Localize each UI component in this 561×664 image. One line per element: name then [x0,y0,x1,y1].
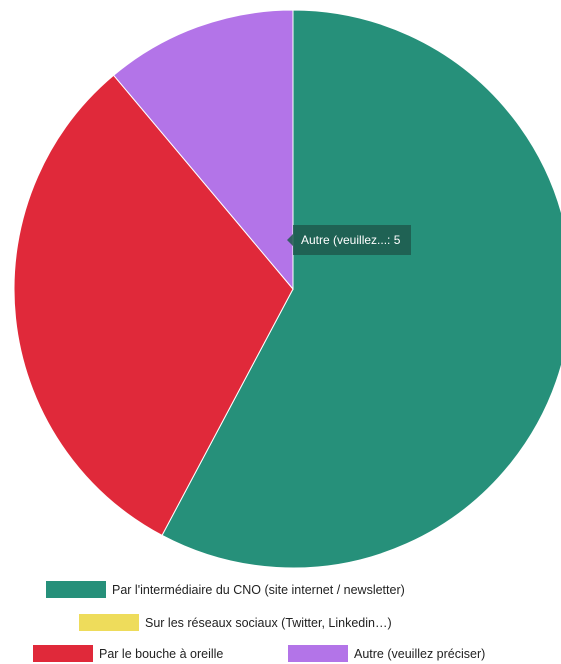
slice-autre[interactable] [112,9,294,291]
legend-label-cno[interactable]: Par l'intermédiaire du CNO (site interne… [112,583,405,597]
legend-label-bouche-a-oreille[interactable]: Par le bouche à oreille [99,647,223,661]
legend-swatch-cno [46,581,106,598]
legend-swatch-reseaux-sociaux [79,614,139,631]
tooltip-box [287,225,411,255]
tooltip-text: Autre (veuillez...: 5 [301,233,401,247]
legend-label-autre[interactable]: Autre (veuillez préciser) [354,647,485,661]
chart-tooltip: Autre (veuillez...: 5 [287,225,411,255]
chart-legend: Par l'intermédiaire du CNO (site interne… [33,581,485,662]
legend-swatch-autre [288,645,348,662]
legend-swatch-bouche-a-oreille [33,645,93,662]
legend-label-reseaux-sociaux[interactable]: Sur les réseaux sociaux (Twitter, Linked… [145,616,392,630]
slice-cno[interactable] [161,9,561,569]
slice-bouche-a-oreille[interactable] [13,74,294,537]
pie-slices [13,9,561,569]
